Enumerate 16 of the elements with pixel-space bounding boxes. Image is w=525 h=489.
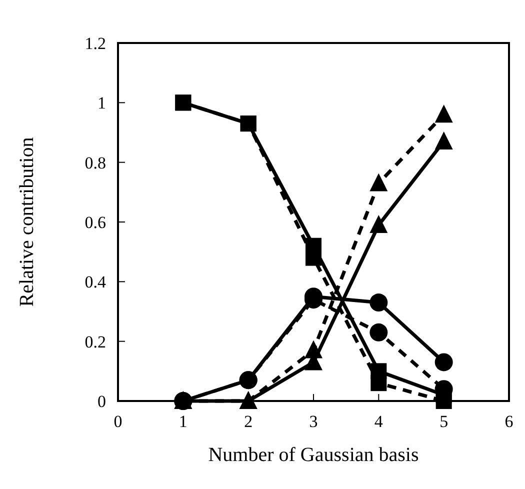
y-axis-title: Relative contribution xyxy=(16,137,38,307)
x-tick-label: 1 xyxy=(178,412,188,431)
x-axis-title: Number of Gaussian basis xyxy=(208,444,419,466)
x-tick-label: 6 xyxy=(504,412,514,431)
y-tick-label: 0.2 xyxy=(84,332,106,352)
x-tick-label: 5 xyxy=(440,412,448,431)
y-tick-label: 0.4 xyxy=(84,272,106,292)
y-tick-label: 0 xyxy=(98,392,106,411)
y-tick-label: 1.2 xyxy=(84,34,106,53)
x-tick-label: 0 xyxy=(114,412,122,431)
x-tick-label: 2 xyxy=(244,412,253,431)
x-tick-label: 3 xyxy=(309,412,318,431)
y-tick-label: 0.6 xyxy=(84,213,106,232)
x-tick-label: 4 xyxy=(374,412,384,431)
y-tick-label: 0.8 xyxy=(84,153,106,172)
y-tick-label: 1 xyxy=(98,94,106,113)
